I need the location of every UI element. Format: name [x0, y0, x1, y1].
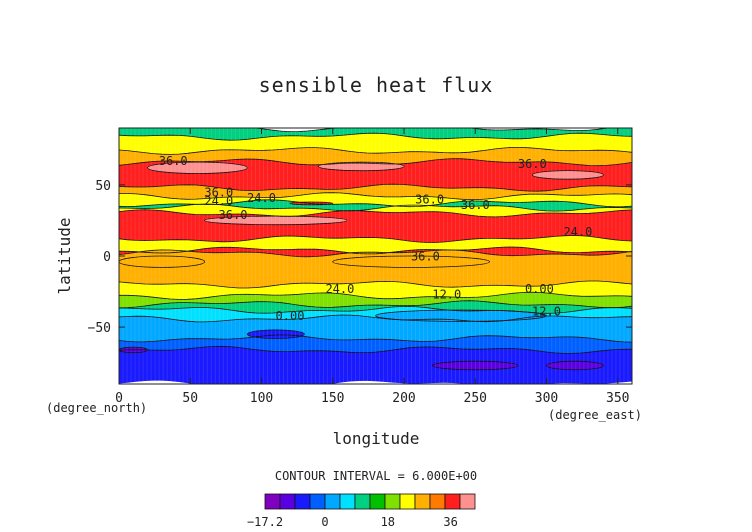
- colorbar-tick-label: 0: [321, 515, 328, 529]
- x-axis: 0 50 100 150 200 250 300 350: [115, 128, 629, 406]
- colorbar-swatch: [354, 493, 371, 510]
- colorbar-swatch: [294, 493, 311, 510]
- contour-line: [119, 183, 632, 192]
- contour-labels: 36.0 36.036.024.0 24.0 36.0 36.036.036.024.0…: [159, 154, 593, 323]
- contour-line: [119, 158, 632, 167]
- contour-label: 12.0: [532, 305, 561, 319]
- y-unit-label: (degree_north): [46, 401, 147, 415]
- colorbar-swatch: [339, 493, 356, 510]
- x-tick-label: 350: [606, 391, 629, 406]
- contour-line: [119, 314, 632, 323]
- colorbar-tick-label: 18: [381, 515, 395, 529]
- contour-line: [119, 291, 632, 300]
- colorbar-tick-label: −17.2: [247, 515, 283, 529]
- contour-line: [119, 209, 632, 218]
- y-tick-label: 0: [103, 250, 111, 265]
- x-axis-label: longitude: [333, 429, 420, 448]
- contour-line: [119, 280, 632, 289]
- x-tick-label: 50: [182, 391, 198, 406]
- contour-label: 24.0: [247, 191, 276, 205]
- colorbar-labels: −17.2 0 18 36: [247, 515, 458, 529]
- heatmap-patch: [147, 161, 248, 174]
- x-tick-label: 100: [250, 391, 273, 406]
- contour-label: 36.0: [415, 192, 444, 206]
- contour-label: 36.0: [461, 198, 490, 212]
- heatmap-band: [119, 315, 632, 343]
- colorbar-swatch: [264, 493, 281, 510]
- contour-line: [119, 203, 632, 212]
- contour-label: 24.0: [204, 194, 233, 208]
- colorbar-swatch: [369, 493, 386, 510]
- x-tick-label: 300: [535, 391, 558, 406]
- x-tick-label: 250: [464, 391, 487, 406]
- heatmap-patch: [119, 255, 205, 268]
- contour-line: [119, 249, 632, 258]
- colorbar-tick-label: 36: [443, 515, 457, 529]
- heatmap-band: [119, 184, 632, 200]
- heatmap-patch: [546, 360, 604, 371]
- heatmap-band: [119, 249, 632, 288]
- colorbar-swatch: [444, 493, 461, 510]
- chart-title: sensible heat flux: [259, 73, 494, 97]
- contour-line: [119, 235, 632, 243]
- x-unit-label: (degree_east): [548, 408, 642, 422]
- heatmap-patch: [332, 255, 490, 268]
- heatmap-band: [119, 235, 632, 254]
- colorbar-swatch: [459, 493, 476, 510]
- x-tick-label: 200: [392, 391, 415, 406]
- contour-label: 24.0: [325, 282, 354, 296]
- contour-interval-text: CONTOUR INTERVAL = 6.000E+00: [275, 469, 477, 483]
- contour-line: [119, 300, 632, 309]
- heatmap-patch: [246, 329, 305, 339]
- contour-line: [119, 192, 632, 201]
- plot-area: [119, 128, 632, 384]
- contour-line: [119, 305, 632, 314]
- y-tick-label: −50: [88, 321, 111, 336]
- colorbar-swatch: [414, 493, 431, 510]
- colorbar-swatch: [309, 493, 326, 510]
- heatmap-band: [119, 334, 632, 354]
- y-axis-label: latitude: [55, 217, 74, 294]
- heatmap-patch: [432, 360, 519, 371]
- colorbar-swatch: [324, 493, 341, 510]
- heatmap-band: [119, 147, 632, 166]
- x-tick-label: 150: [321, 391, 344, 406]
- contour-label: 0.00: [276, 309, 305, 323]
- heatmap-band: [119, 292, 632, 308]
- contour-line: [119, 132, 632, 141]
- contour-label: 36.0: [518, 157, 547, 171]
- heatmap-band: [119, 128, 632, 141]
- colorbar-swatch: [399, 493, 416, 510]
- heatmap-band: [119, 158, 632, 192]
- contour-line: [119, 146, 632, 155]
- contour-line: [119, 345, 632, 354]
- heatmap-band: [119, 199, 632, 212]
- x-tick-label: 0: [115, 391, 123, 406]
- heatmap-band: [119, 204, 632, 217]
- heatmap-patch: [531, 170, 604, 180]
- contour-line: [119, 199, 632, 208]
- heatmap-patch: [318, 161, 405, 172]
- y-tick-label: 50: [95, 179, 111, 194]
- heatmap-band: [119, 346, 632, 384]
- contour-label: 36.0: [159, 154, 188, 168]
- contour-label: 36.0: [219, 208, 248, 222]
- contour-label: 12.0: [432, 288, 461, 302]
- contour-line: [119, 334, 632, 343]
- contour-label: 24.0: [563, 225, 592, 239]
- contour-line: [119, 246, 632, 255]
- contour-label: 0.00: [525, 282, 554, 296]
- colorbar: [264, 493, 476, 510]
- colorbar-swatch: [429, 493, 446, 510]
- colorbar-swatch: [384, 493, 401, 510]
- contour-lines: [119, 128, 632, 384]
- y-axis: 50 0 −50: [88, 179, 632, 336]
- contour-label: 36.0: [411, 249, 440, 263]
- colorbar-swatch: [279, 493, 296, 510]
- heatmap-band: [119, 192, 632, 207]
- contour-label: 36.0: [204, 185, 233, 199]
